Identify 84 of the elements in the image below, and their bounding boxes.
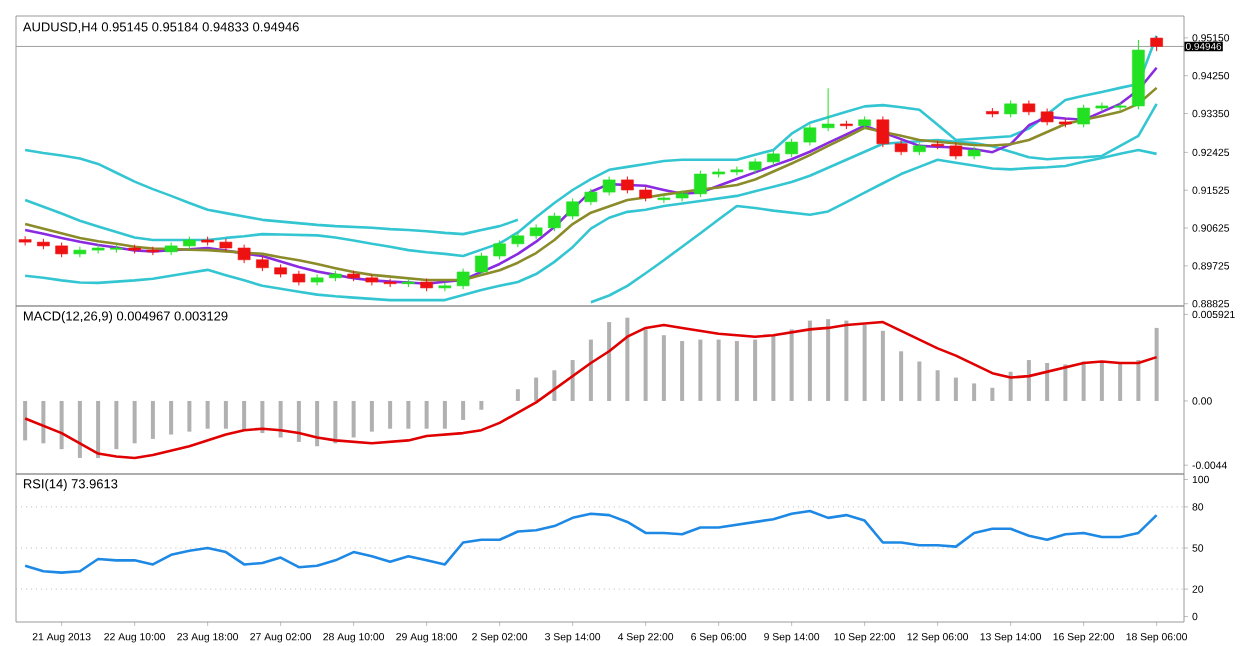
- bar: [23, 400, 28, 441]
- bar: [953, 377, 958, 401]
- bar: [296, 400, 301, 442]
- candlestick: [694, 170, 707, 198]
- bar: [917, 361, 922, 401]
- bar: [1099, 362, 1104, 401]
- bar: [369, 400, 374, 432]
- bar: [844, 320, 849, 401]
- bar: [698, 339, 703, 401]
- bar: [315, 400, 320, 447]
- bar: [990, 387, 995, 401]
- bar: [753, 339, 758, 401]
- bar: [1154, 327, 1159, 401]
- bar: [972, 383, 977, 401]
- bar: [1026, 360, 1031, 401]
- bar: [1045, 362, 1050, 401]
- bar: [1118, 362, 1123, 401]
- candlestick: [493, 239, 506, 260]
- bar: [187, 400, 192, 432]
- bar: [223, 400, 228, 429]
- bar: [734, 341, 739, 401]
- candlestick: [1077, 104, 1090, 128]
- bar: [424, 400, 429, 429]
- bar: [351, 400, 356, 438]
- bar: [899, 351, 904, 401]
- bar: [570, 360, 575, 401]
- bar: [114, 400, 119, 450]
- candlestick: [237, 244, 251, 264]
- bar: [1063, 364, 1068, 401]
- bar: [96, 400, 101, 458]
- bar: [607, 322, 612, 401]
- bar: [789, 329, 794, 401]
- bar: [625, 317, 630, 401]
- bar: [479, 400, 484, 410]
- bar: [461, 400, 466, 420]
- bar: [442, 400, 447, 429]
- candlestick: [365, 273, 379, 286]
- bar: [77, 400, 82, 458]
- bar: [661, 335, 666, 401]
- bar: [588, 339, 593, 401]
- candlestick: [438, 281, 452, 292]
- candlestick: [876, 115, 890, 148]
- bar: [132, 400, 137, 444]
- bar: [333, 400, 338, 444]
- candlestick: [383, 278, 397, 288]
- candlestick: [602, 176, 616, 196]
- bar: [150, 400, 155, 439]
- bar: [1136, 360, 1141, 401]
- bar: [807, 320, 812, 401]
- bar: [862, 324, 867, 401]
- candlestick: [657, 194, 671, 204]
- candlestick: [475, 252, 488, 276]
- bar: [643, 329, 648, 401]
- candlestick: [675, 189, 689, 202]
- candlestick: [1113, 102, 1127, 112]
- candlestick: [456, 268, 470, 290]
- bar: [406, 400, 411, 429]
- candlestick: [146, 246, 160, 256]
- bar: [826, 319, 831, 401]
- bar: [935, 370, 940, 401]
- bar: [680, 341, 685, 401]
- bar: [278, 400, 283, 438]
- bar: [1081, 361, 1086, 401]
- bar: [552, 370, 557, 401]
- candlestick: [566, 197, 579, 220]
- candlestick: [18, 235, 32, 246]
- bar: [388, 400, 393, 429]
- bar: [716, 339, 721, 401]
- candlestick: [821, 87, 835, 132]
- bar: [880, 330, 885, 401]
- candlestick: [803, 123, 817, 146]
- candlestick: [310, 273, 324, 286]
- bar: [41, 400, 46, 444]
- bar: [59, 400, 64, 450]
- bar: [169, 400, 174, 435]
- bar: [205, 400, 210, 429]
- candlestick: [785, 138, 798, 158]
- candlestick: [548, 212, 561, 232]
- bar: [242, 400, 247, 431]
- bar: [534, 377, 539, 401]
- bar: [515, 389, 520, 401]
- bar: [260, 400, 265, 434]
- candlestick: [730, 165, 744, 176]
- bar: [771, 335, 776, 401]
